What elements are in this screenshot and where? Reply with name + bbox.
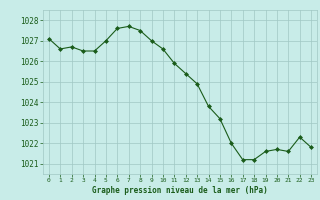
X-axis label: Graphe pression niveau de la mer (hPa): Graphe pression niveau de la mer (hPa): [92, 186, 268, 195]
